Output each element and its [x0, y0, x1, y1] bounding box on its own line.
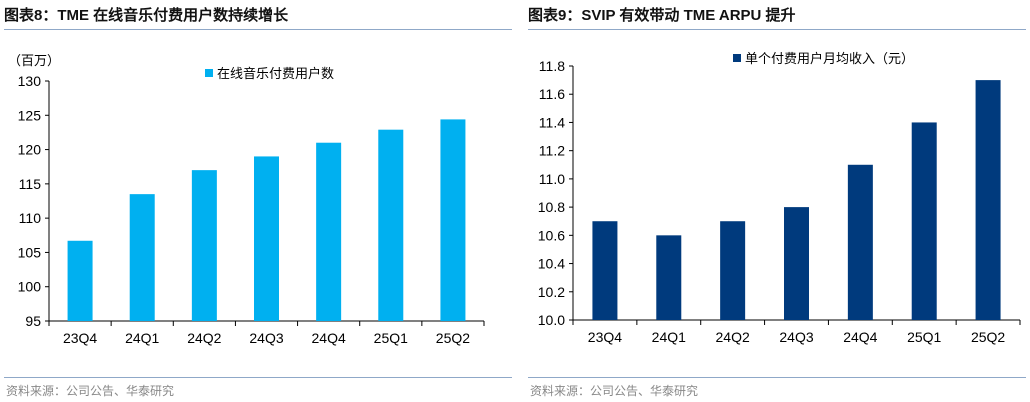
- y-tick-label: 105: [18, 244, 42, 260]
- y-tick-label: 95: [25, 313, 41, 329]
- bar-23Q4: [67, 240, 93, 321]
- x-tick-label: 25Q2: [436, 330, 470, 346]
- y-tick-label: 120: [18, 142, 42, 158]
- x-tick-label: 25Q2: [971, 329, 1005, 345]
- bar-25Q2: [975, 80, 1001, 320]
- y-tick-label: 11.4: [539, 114, 565, 130]
- y-tick-label: 10.6: [538, 227, 565, 243]
- y-tick-label: 115: [19, 176, 42, 192]
- footer-divider-left: [4, 377, 512, 378]
- source-right: 资料来源：公司公告、华泰研究: [530, 384, 699, 398]
- x-tick-label: 24Q1: [652, 329, 686, 345]
- y-tick-label: 110: [19, 210, 42, 226]
- y-tick-label: 10.2: [538, 284, 565, 300]
- bar-24Q3: [784, 207, 809, 320]
- x-tick-label: 25Q1: [374, 330, 408, 346]
- y-tick-label: 100: [18, 279, 42, 295]
- bar-23Q4: [592, 221, 618, 320]
- bar-24Q3: [254, 156, 279, 321]
- x-tick-label: 24Q3: [249, 330, 283, 346]
- bar-25Q2: [440, 119, 466, 322]
- x-tick-label: 24Q4: [843, 329, 877, 345]
- footer-divider-right: [528, 377, 1026, 378]
- legend-swatch: [205, 69, 213, 77]
- bar-24Q2: [191, 170, 217, 321]
- x-tick-label: 24Q1: [125, 330, 159, 346]
- x-tick-label: 23Q4: [588, 329, 622, 345]
- y-tick-label: 10.0: [538, 312, 565, 328]
- x-tick-label: 24Q2: [716, 329, 750, 345]
- title-divider-left: [4, 29, 512, 30]
- legend-label: 单个付费用户月均收入（元）: [745, 51, 914, 66]
- y-tick-label: 130: [18, 73, 42, 89]
- y-tick-label: 11.2: [539, 143, 565, 159]
- y-tick-label: 10.4: [538, 256, 565, 272]
- legend-label: 在线音乐付费用户数: [217, 66, 334, 81]
- y-axis-unit: （百万）: [8, 53, 60, 68]
- bar-24Q2: [720, 221, 746, 320]
- y-tick-label: 125: [18, 107, 42, 123]
- x-tick-label: 25Q1: [907, 329, 941, 345]
- y-tick-label: 11.8: [539, 58, 565, 74]
- bar-25Q1: [911, 122, 937, 320]
- y-tick-label: 11.0: [539, 171, 565, 187]
- x-tick-label: 24Q3: [779, 329, 813, 345]
- bar-24Q1: [129, 194, 155, 321]
- bar-24Q1: [656, 235, 682, 320]
- bar-25Q1: [378, 129, 404, 321]
- x-tick-label: 24Q4: [312, 330, 346, 346]
- legend-swatch: [733, 54, 741, 62]
- x-tick-label: 24Q2: [187, 330, 221, 346]
- chart-title-left: 图表8：TME 在线音乐付费用户数持续增长: [4, 7, 289, 24]
- y-tick-label: 11.6: [539, 86, 565, 102]
- bar-24Q4: [316, 142, 342, 321]
- source-left: 资料来源：公司公告、华泰研究: [6, 384, 175, 398]
- bar-24Q4: [847, 164, 873, 320]
- y-tick-label: 10.8: [538, 199, 565, 215]
- x-tick-label: 23Q4: [63, 330, 97, 346]
- chart-title-right: 图表9：SVIP 有效带动 TME ARPU 提升: [528, 7, 796, 24]
- title-divider-right: [528, 29, 1026, 30]
